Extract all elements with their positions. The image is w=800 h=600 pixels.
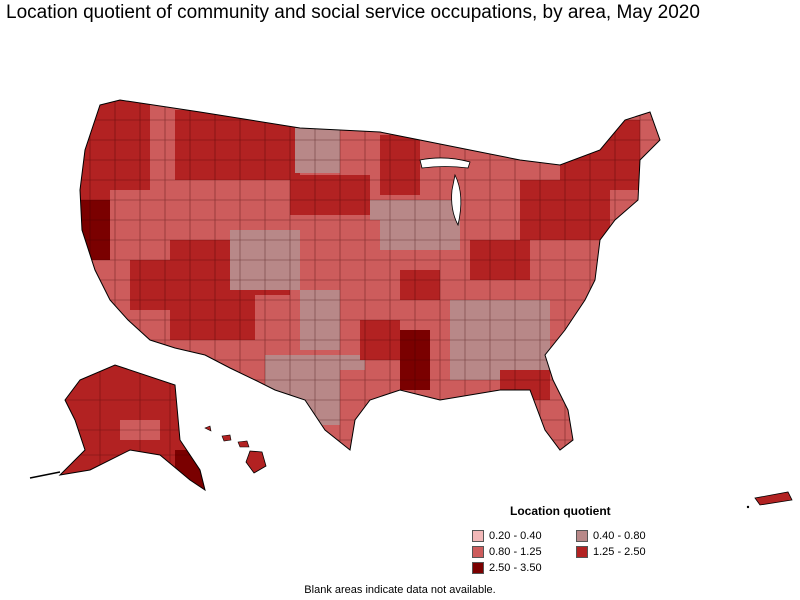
alaska — [29, 364, 206, 492]
legend-swatch — [576, 530, 588, 542]
legend-title: Location quotient — [510, 504, 611, 518]
legend-swatch — [472, 546, 484, 558]
legend-label: 0.80 - 1.25 — [489, 546, 542, 558]
hawaii — [204, 425, 267, 474]
legend-label: 2.50 - 3.50 — [489, 562, 542, 574]
legend-item: 2.50 - 3.50 — [472, 562, 542, 574]
legend-item: 1.25 - 2.50 — [576, 546, 646, 558]
legend-swatch — [472, 562, 484, 574]
legend-item: 0.40 - 0.80 — [576, 530, 646, 542]
map-title: Location quotient of community and socia… — [6, 2, 700, 23]
legend-label: 0.20 - 0.40 — [489, 530, 542, 542]
legend-label: 0.40 - 0.80 — [593, 530, 646, 542]
legend-label: 1.25 - 2.50 — [593, 546, 646, 558]
legend-swatch — [576, 546, 588, 558]
legend-swatch — [472, 530, 484, 542]
legend-item: 0.80 - 1.25 — [472, 546, 542, 558]
puerto-rico — [746, 491, 793, 509]
legend-item: 0.20 - 0.40 — [472, 530, 542, 542]
footnote: Blank areas indicate data not available. — [304, 584, 496, 596]
